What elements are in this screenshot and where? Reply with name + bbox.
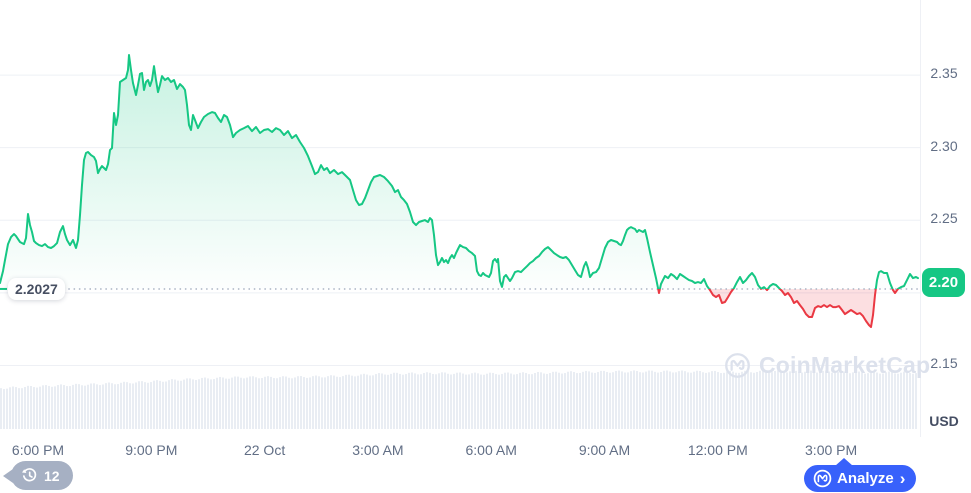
history-clock-icon: [22, 468, 37, 482]
history-count-button[interactable]: 12: [11, 461, 73, 490]
time-axis-tick: 9:00 PM: [125, 442, 178, 458]
price-axis-tick: 2.30: [930, 137, 958, 154]
price-axis-tick: 2.15: [930, 355, 958, 372]
coinmarketcap-watermark: CoinMarketCap: [724, 352, 930, 379]
volume-bars: [0, 370, 917, 429]
time-axis-tick: 6:00 AM: [465, 442, 517, 458]
analyze-button[interactable]: Analyze ›: [804, 458, 917, 492]
baseline-price-label: 2.2027: [8, 278, 65, 300]
chevron-right-icon: ›: [899, 469, 906, 488]
coinmarketcap-logo-icon: [725, 353, 750, 378]
price-axis-tick: 2.35: [930, 65, 958, 82]
history-count: 12: [44, 467, 60, 484]
current-price-badge: 2.20: [922, 268, 965, 297]
axis-unit-label: USD: [929, 413, 959, 429]
analyze-label: Analyze: [837, 470, 894, 487]
time-axis-tick: 3:00 AM: [352, 442, 404, 458]
coinmarketcap-logo-icon: [813, 469, 832, 488]
price-axis-tick: 2.25: [930, 210, 958, 227]
time-axis-tick: 3:00 PM: [805, 442, 858, 458]
time-axis-tick: 9:00 AM: [578, 442, 631, 458]
time-axis-tick: 6:00 PM: [11, 442, 65, 458]
time-axis-tick: 12:00 PM: [687, 442, 748, 458]
watermark-text: CoinMarketCap: [759, 352, 931, 378]
time-axis-tick: 22 Oct: [243, 442, 286, 458]
